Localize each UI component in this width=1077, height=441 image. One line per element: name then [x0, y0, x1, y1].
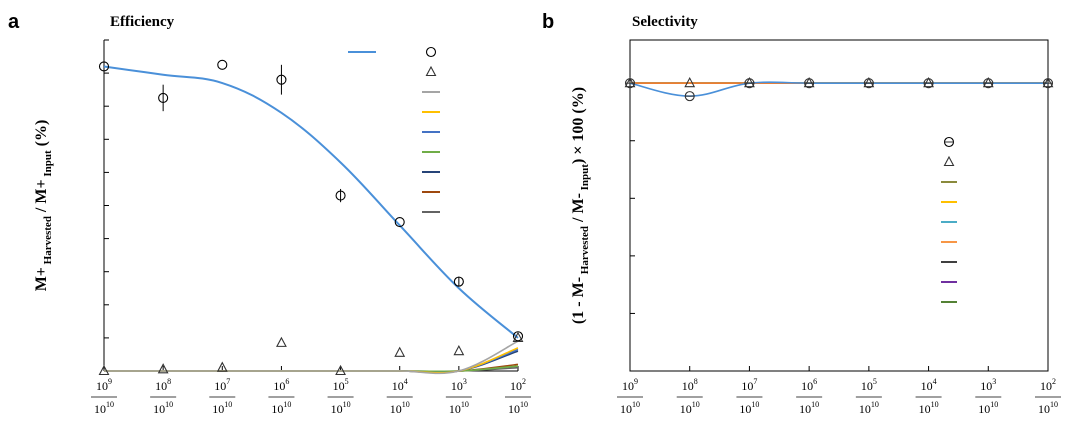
x-tick-denominator: 1010 — [94, 400, 114, 416]
data-point — [982, 76, 994, 88]
data-point — [335, 190, 346, 201]
efficiency-plot: 1091010108101010710101061010105101010410… — [33, 39, 531, 416]
x-tick-denominator: 1010 — [390, 400, 410, 416]
x-tick-numerator: 106 — [273, 377, 289, 393]
x-tick-numerator: 107 — [741, 377, 757, 393]
x-tick-numerator: 108 — [155, 377, 171, 393]
legend — [941, 136, 957, 303]
x-tick-denominator: 1010 — [919, 400, 939, 416]
x-tick-label: 105 1010 — [855, 377, 882, 416]
x-tick-denominator: 1010 — [153, 400, 173, 416]
plot-frame — [629, 39, 1049, 372]
data-point — [276, 336, 287, 347]
x-tick-label: 105 1010 — [327, 377, 354, 416]
x-tick-denominator: 1010 — [508, 400, 528, 416]
x-tick-label: 104 1010 — [386, 377, 413, 416]
data-point — [394, 346, 406, 357]
data-point — [98, 61, 110, 72]
fitted-curve — [103, 65, 519, 339]
y-axis-label: M+ Harvested / M+ Input (%) — [33, 120, 54, 292]
panel-letter: a — [8, 11, 20, 33]
x-tick-label: 102 1010 — [505, 377, 531, 416]
data-point — [684, 76, 696, 88]
x-tick-denominator: 1010 — [739, 400, 759, 416]
x-tick-label: 109 1010 — [617, 377, 643, 416]
x-tick-denominator: 1010 — [212, 400, 232, 416]
x-tick-denominator: 1010 — [449, 400, 469, 416]
legend — [348, 46, 440, 213]
data-point — [624, 76, 636, 88]
x-tick-label: 108 1010 — [676, 377, 703, 416]
x-tick-numerator: 103 — [980, 377, 996, 393]
x-tick-numerator: 103 — [451, 377, 467, 393]
series-line — [103, 340, 519, 375]
data-point — [157, 363, 169, 374]
x-tick-label: 108 1010 — [150, 377, 177, 416]
x-tick-numerator: 109 — [622, 377, 638, 393]
data-point — [744, 76, 755, 88]
selectivity-plot: 1091010108101010710101061010105101010410… — [570, 39, 1061, 416]
x-tick-denominator: 1010 — [1038, 400, 1058, 416]
x-tick-label: 106 1010 — [268, 377, 295, 416]
legend-marker — [943, 155, 955, 167]
x-tick-label: 107 1010 — [209, 377, 236, 416]
x-tick-denominator: 1010 — [978, 400, 998, 416]
data-point — [453, 276, 464, 287]
x-tick-numerator: 104 — [921, 377, 937, 393]
data-point — [158, 92, 169, 103]
x-tick-label: 107 1010 — [736, 377, 763, 416]
y-axis-label: (1 - M- Harvested / M- Input) × 100 (%) — [570, 87, 591, 324]
x-tick-label: 102 1010 — [1035, 377, 1061, 416]
x-tick-numerator: 107 — [214, 377, 230, 393]
x-tick-numerator: 105 — [333, 377, 349, 393]
data-point — [923, 76, 934, 88]
series-line — [629, 81, 1048, 97]
x-tick-numerator: 108 — [682, 377, 698, 393]
data-point — [217, 59, 228, 70]
data-point — [276, 74, 287, 85]
data-point — [863, 76, 875, 88]
x-tick-label: 104 1010 — [915, 377, 942, 416]
data-point — [98, 364, 110, 376]
x-tick-label: 103 1010 — [445, 377, 472, 416]
x-tick-numerator: 106 — [801, 377, 817, 393]
x-tick-denominator: 1010 — [859, 400, 879, 416]
data-point — [335, 364, 346, 376]
x-tick-denominator: 1010 — [680, 400, 700, 416]
chart-title: Efficiency — [110, 14, 175, 30]
data-point — [216, 361, 228, 372]
legend-marker — [425, 46, 437, 58]
x-tick-denominator: 1010 — [331, 400, 351, 416]
data-point — [453, 344, 465, 356]
x-tick-label: 106 1010 — [796, 377, 823, 416]
x-tick-numerator: 104 — [392, 377, 408, 393]
data-point — [512, 331, 524, 342]
x-tick-numerator: 105 — [861, 377, 877, 393]
data-point — [394, 217, 405, 228]
data-point — [803, 76, 815, 88]
x-tick-label: 103 1010 — [975, 377, 1002, 416]
chart-title: Selectivity — [632, 14, 698, 30]
x-tick-numerator: 102 — [1040, 377, 1056, 393]
x-tick-denominator: 1010 — [799, 400, 819, 416]
x-tick-numerator: 109 — [96, 377, 112, 393]
legend-marker — [425, 65, 437, 77]
x-tick-denominator: 1010 — [271, 400, 291, 416]
x-tick-denominator: 1010 — [620, 400, 640, 416]
panel-letter: b — [542, 11, 554, 33]
x-tick-numerator: 102 — [510, 377, 526, 393]
data-point — [1042, 76, 1054, 88]
x-tick-label: 109 1010 — [91, 377, 117, 416]
